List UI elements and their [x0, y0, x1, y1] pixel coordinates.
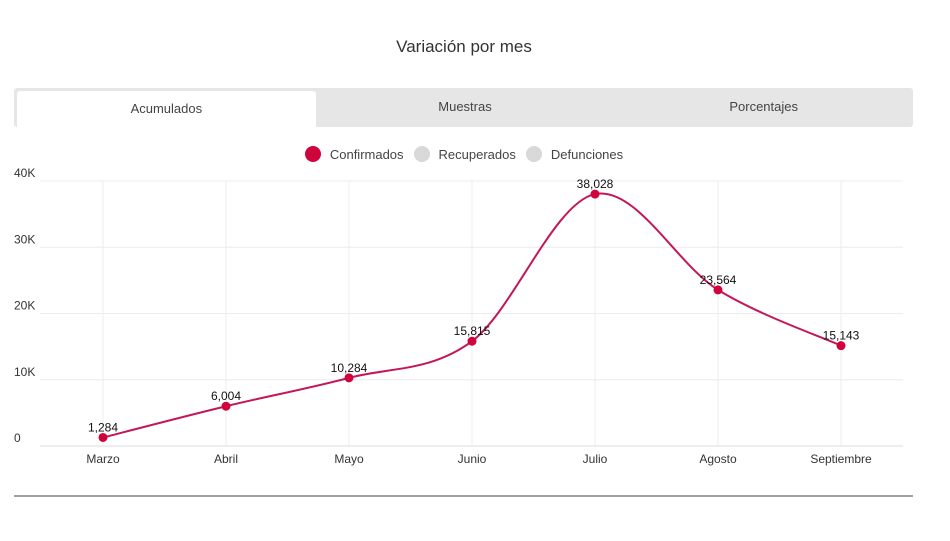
data-label: 1,284 [88, 420, 118, 434]
x-tick-label: Julio [583, 452, 608, 466]
data-point [221, 401, 231, 411]
legend-item-confirmados[interactable]: Confirmados [304, 146, 404, 162]
tab-acumulados[interactable]: Acumulados [17, 91, 316, 127]
chart-title: Variación por mes [396, 37, 532, 56]
legend: Confirmados Recuperados Defunciones [0, 146, 928, 162]
tab-porcentajes[interactable]: Porcentajes [729, 99, 798, 114]
data-label: 10,284 [331, 361, 368, 375]
tab-muestras[interactable]: Muestras [438, 99, 492, 114]
legend-label: Recuperados [438, 146, 516, 162]
y-tick-label: 0 [14, 431, 21, 445]
legend-dot-icon [304, 146, 321, 162]
y-tick-label: 40K [14, 166, 35, 180]
x-tick-label: Mayo [334, 452, 364, 466]
data-point [713, 285, 723, 295]
data-point [467, 336, 477, 346]
data-point [344, 373, 354, 383]
divider [14, 495, 913, 497]
x-tick-label: Septiembre [810, 452, 872, 466]
data-label: 15,815 [454, 324, 491, 338]
x-tick-label: Abril [214, 452, 238, 466]
legend-item-recuperados[interactable]: Recuperados [413, 146, 516, 162]
legend-label: Defunciones [550, 146, 624, 162]
data-label: 38,028 [577, 177, 614, 191]
y-tick-label: 10K [14, 365, 35, 379]
legend-label: Confirmados [329, 146, 404, 162]
x-tick-label: Marzo [86, 452, 120, 466]
data-point [98, 432, 108, 442]
tab-bar: Acumulados Muestras Porcentajes [14, 88, 913, 127]
data-label: 15,143 [823, 329, 860, 343]
data-point [590, 189, 600, 199]
legend-item-defunciones[interactable]: Defunciones [525, 146, 624, 162]
legend-dot-icon [525, 146, 542, 162]
data-label: 6,004 [211, 389, 241, 403]
x-tick-label: Junio [458, 452, 487, 466]
legend-dot-icon [413, 146, 430, 162]
y-tick-label: 20K [14, 299, 35, 313]
data-point [836, 341, 846, 351]
data-label: 23,564 [700, 273, 737, 287]
y-tick-label: 30K [14, 232, 35, 246]
x-tick-label: Agosto [699, 452, 737, 466]
